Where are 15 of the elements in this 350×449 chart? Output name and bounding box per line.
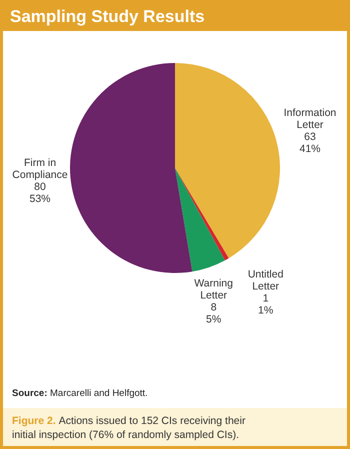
chart-title: Sampling Study Results [10,7,205,26]
data-label: 1 1% [258,292,274,316]
data-label: 80 53% [29,180,51,205]
slice-label: Information Letter [284,107,336,132]
data-label: 63 41% [299,131,321,156]
slice-label: Warning Letter [194,278,234,302]
slice-label: Firm in Compliance [12,156,68,181]
pie-slice [175,168,229,260]
pie-slice [175,168,225,272]
slice-label: Untitled Letter [248,268,284,292]
data-label: 8 5% [206,302,222,326]
source-note: Source: Marcarelli and Helfgott. [12,388,148,399]
pie-slice [70,63,192,273]
caption: Figure 2. Actions issued to 152 CIs receiving their initial inspection (76% of randomly sampled CIs). [12,415,246,441]
pie-slice [175,63,280,258]
